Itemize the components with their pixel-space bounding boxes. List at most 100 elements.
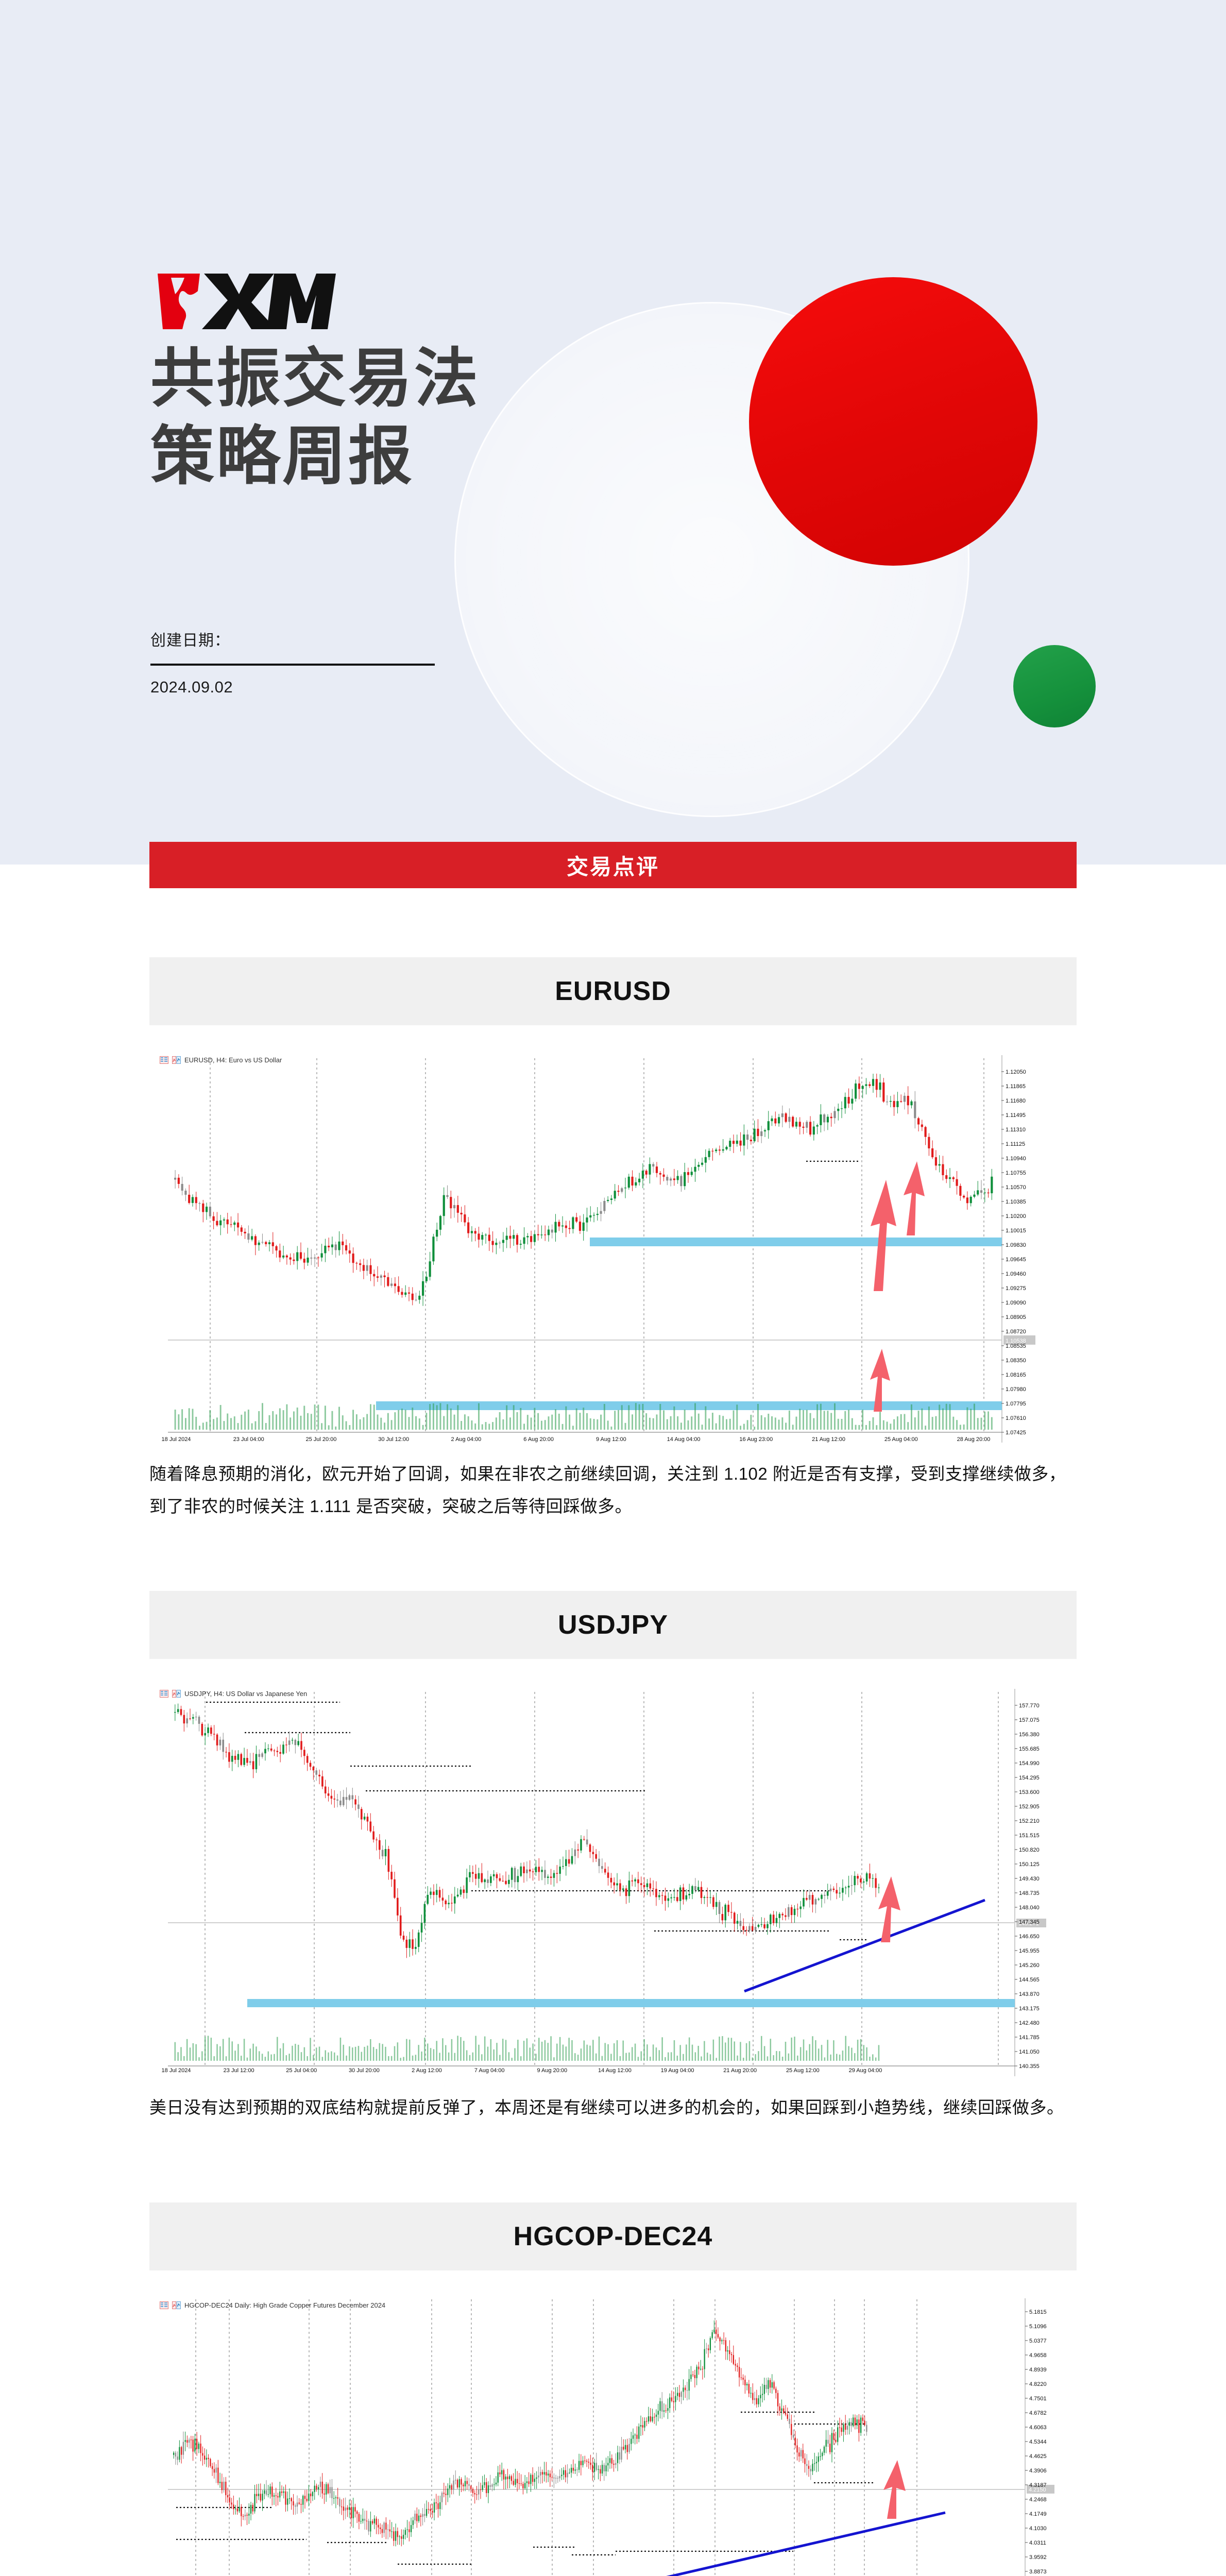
- annotation-arrow-up: [878, 1876, 900, 1942]
- divider-rule: [150, 664, 435, 666]
- svg-text:1.11680: 1.11680: [1006, 1098, 1026, 1104]
- svg-text:30 Jul 12:00: 30 Jul 12:00: [378, 1436, 409, 1443]
- svg-text:145.955: 145.955: [1019, 1948, 1040, 1954]
- svg-text:4.8220: 4.8220: [1029, 2381, 1047, 2387]
- section-title-bar: EURUSD: [149, 957, 1077, 1025]
- svg-text:145.271: 145.271: [1018, 1921, 1039, 1927]
- svg-text:16 Aug 23:00: 16 Aug 23:00: [739, 1436, 773, 1443]
- svg-text:4.0311: 4.0311: [1029, 2540, 1046, 2546]
- svg-text:153.600: 153.600: [1019, 1789, 1040, 1795]
- section-banner-label: 交易点评: [566, 854, 659, 879]
- decorative-green-circle: [1013, 645, 1096, 727]
- section-title: USDJPY: [557, 1610, 669, 1640]
- svg-text:1.08350: 1.08350: [1006, 1358, 1026, 1364]
- svg-text:4.9658: 4.9658: [1029, 2352, 1047, 2359]
- svg-text:30 Jul 20:00: 30 Jul 20:00: [349, 2067, 380, 2074]
- section-title: EURUSD: [555, 976, 671, 1006]
- svg-text:142.480: 142.480: [1019, 2020, 1040, 2026]
- svg-text:9 Aug 20:00: 9 Aug 20:00: [537, 2067, 567, 2074]
- svg-text:1.09275: 1.09275: [1006, 1285, 1026, 1292]
- chart-header-eurusd: EURUSD, H4: Euro vs US Dollar: [160, 1056, 282, 1064]
- svg-text:1.08535: 1.08535: [1006, 1343, 1026, 1349]
- svg-text:1.10200: 1.10200: [1006, 1213, 1026, 1219]
- svg-text:23 Jul 12:00: 23 Jul 12:00: [224, 2067, 254, 2074]
- svg-text:155.685: 155.685: [1019, 1746, 1040, 1752]
- svg-text:5.1096: 5.1096: [1029, 2324, 1047, 2330]
- svg-text:147.345: 147.345: [1019, 1919, 1040, 1925]
- section-title-bar: USDJPY: [149, 1591, 1077, 1659]
- section-eurusd: EURUSD EURUSD, H4: Euro vs US Dollar: [149, 957, 1077, 1522]
- section-body: HGCOP-DEC24 Daily: High Grade Copper Fut…: [149, 2296, 1077, 2576]
- chart-header-text: EURUSD, H4: Euro vs US Dollar: [184, 1056, 282, 1064]
- svg-text:1.11495: 1.11495: [1006, 1112, 1026, 1118]
- svg-text:4.6063: 4.6063: [1029, 2425, 1047, 2431]
- svg-text:141.050: 141.050: [1019, 2049, 1040, 2055]
- svg-text:3.8873: 3.8873: [1029, 2569, 1047, 2575]
- svg-text:1.07980: 1.07980: [1006, 1386, 1026, 1393]
- svg-text:1.09460: 1.09460: [1006, 1271, 1026, 1277]
- svg-text:4.1749: 4.1749: [1029, 2511, 1047, 2517]
- chart-eurusd[interactable]: EURUSD, H4: Euro vs US Dollar: [149, 1051, 1077, 1458]
- svg-text:4.6782: 4.6782: [1029, 2410, 1047, 2416]
- data-window-icon: [160, 2301, 168, 2309]
- svg-text:1.08165: 1.08165: [1006, 1372, 1026, 1378]
- svg-text:1.07795: 1.07795: [1006, 1401, 1026, 1407]
- created-date-value: 2024.09.02: [150, 678, 233, 696]
- svg-text:4.4625: 4.4625: [1029, 2453, 1047, 2460]
- svg-text:3.9592: 3.9592: [1029, 2554, 1047, 2561]
- chart-type-icon: [172, 1056, 181, 1064]
- svg-text:157.770: 157.770: [1019, 1703, 1040, 1709]
- svg-text:1.10538: 1.10538: [1006, 1338, 1026, 1344]
- svg-text:4.7501: 4.7501: [1029, 2396, 1047, 2402]
- svg-text:1.10940: 1.10940: [1006, 1156, 1026, 1162]
- created-date-label: 创建日期：: [150, 632, 230, 649]
- svg-text:150.820: 150.820: [1019, 1847, 1040, 1853]
- section-usdjpy: USDJPY USDJPY, H4: US Dollar vs Japanese…: [149, 1591, 1077, 2124]
- svg-text:28 Aug 20:00: 28 Aug 20:00: [957, 1436, 991, 1443]
- svg-text:1.12050: 1.12050: [1006, 1069, 1026, 1075]
- svg-text:14 Aug 04:00: 14 Aug 04:00: [667, 1436, 701, 1443]
- trendline: [666, 2511, 946, 2576]
- chart-hgcop[interactable]: HGCOP-DEC24 Daily: High Grade Copper Fut…: [149, 2296, 1077, 2576]
- chart-header-text: HGCOP-DEC24 Daily: High Grade Copper Fut…: [184, 2301, 386, 2309]
- decorative-red-circle: [749, 277, 1037, 566]
- svg-text:150.125: 150.125: [1019, 1861, 1040, 1868]
- svg-text:1.09645: 1.09645: [1006, 1257, 1026, 1263]
- svg-text:151.515: 151.515: [1019, 1833, 1040, 1839]
- svg-text:4.3187: 4.3187: [1029, 2482, 1047, 2488]
- resistance-zone: [590, 1238, 1002, 1246]
- hero-header: 共振交易法 策略周报 创建日期： 2024.09.02: [0, 0, 1226, 865]
- chart-type-icon: [172, 1690, 181, 1698]
- annotation-arrow-up: [883, 2460, 906, 2519]
- chart-type-icon: [172, 2301, 181, 2309]
- annotation-arrow-up-3: [870, 1349, 890, 1412]
- svg-text:6 Aug 20:00: 6 Aug 20:00: [523, 1436, 554, 1443]
- svg-text:1.08720: 1.08720: [1006, 1329, 1026, 1335]
- chart-usdjpy[interactable]: USDJPY, H4: US Dollar vs Japanese Yen 14…: [149, 1685, 1077, 2092]
- svg-text:1.11125: 1.11125: [1006, 1141, 1025, 1147]
- svg-text:25 Aug 12:00: 25 Aug 12:00: [786, 2067, 820, 2074]
- chart-header-hgcop: HGCOP-DEC24 Daily: High Grade Copper Fut…: [160, 2301, 385, 2309]
- svg-text:25 Jul 20:00: 25 Jul 20:00: [305, 1436, 336, 1443]
- svg-text:29 Aug 04:00: 29 Aug 04:00: [849, 2067, 882, 2074]
- section-banner: 交易点评: [149, 842, 1077, 888]
- svg-text:1.09830: 1.09830: [1006, 1242, 1026, 1248]
- svg-text:21 Aug 20:00: 21 Aug 20:00: [723, 2067, 757, 2074]
- annotation-arrow-up-1: [871, 1180, 896, 1291]
- svg-text:18 Jul 2024: 18 Jul 2024: [162, 1436, 191, 1443]
- svg-text:1.10755: 1.10755: [1006, 1170, 1026, 1176]
- svg-text:1.11865: 1.11865: [1006, 1083, 1026, 1090]
- page-title-line1: 共振交易法: [150, 343, 481, 414]
- created-date-block: 创建日期： 2024.09.02: [150, 628, 439, 697]
- section-body: EURUSD, H4: Euro vs US Dollar: [149, 1051, 1077, 1522]
- svg-text:152.905: 152.905: [1019, 1804, 1040, 1810]
- trendline: [744, 1899, 985, 1993]
- svg-text:1.07610: 1.07610: [1006, 1415, 1026, 1421]
- annotation-arrow-up-2: [904, 1161, 925, 1235]
- svg-text:1.10015: 1.10015: [1006, 1228, 1026, 1234]
- svg-text:1.09090: 1.09090: [1006, 1300, 1026, 1306]
- svg-text:143.870: 143.870: [1019, 1991, 1040, 1997]
- section-note: 随着降息预期的消化，欧元开始了回调，如果在非农之前继续回调，关注到 1.102 …: [149, 1464, 1066, 1516]
- svg-text:1.10385: 1.10385: [1006, 1199, 1026, 1205]
- svg-text:143.175: 143.175: [1019, 2006, 1040, 2012]
